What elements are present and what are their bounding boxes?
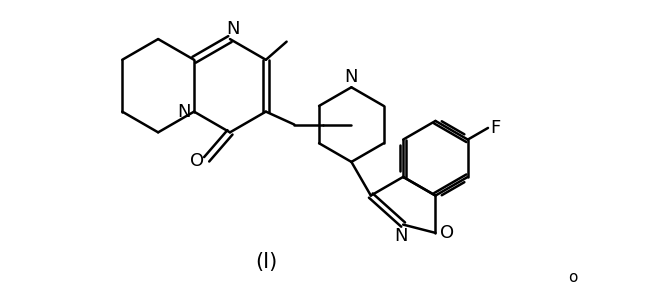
Text: O: O <box>190 152 204 170</box>
Text: O: O <box>440 224 454 242</box>
Text: N: N <box>177 103 190 121</box>
Text: o: o <box>568 270 577 285</box>
Text: N: N <box>394 227 407 245</box>
Text: N: N <box>345 68 358 86</box>
Text: (I): (I) <box>255 252 278 272</box>
Text: F: F <box>490 119 501 137</box>
Text: N: N <box>226 20 239 38</box>
